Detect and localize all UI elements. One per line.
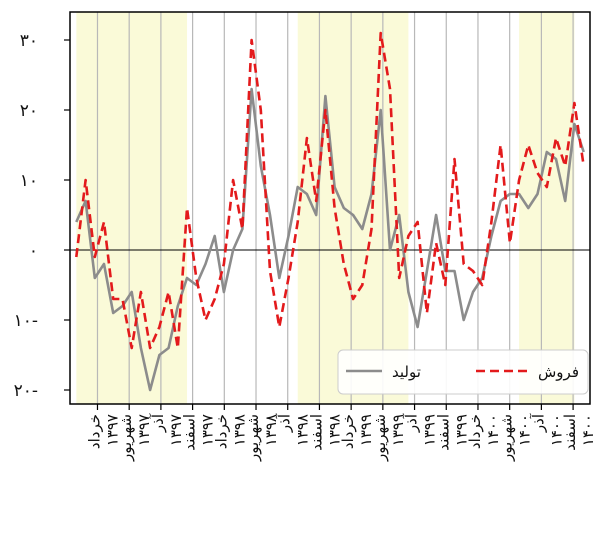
x-tick-label: شهریور۱۴۰۰ [498, 414, 534, 462]
x-tick-label: اسفند۱۳۹۹ [434, 414, 470, 451]
x-tick-month: شهریور [371, 414, 389, 462]
x-tick-month: آذر [529, 413, 547, 433]
series-line-sales [75, 31, 585, 350]
x-tick-label: آذر۱۴۰۰ [529, 413, 565, 446]
y-tick-label: ۲۰- [14, 381, 38, 401]
x-tick-label-text: خرداد۱۴۰۰ [466, 414, 502, 449]
x-tick-label: خرداد۱۴۰۰ [466, 414, 502, 449]
x-tick-label-text: خرداد۱۳۹۷ [85, 414, 121, 449]
x-tick-label-text: شهریور۱۴۰۰ [498, 414, 534, 462]
x-tick-year: ۱۴۰۰ [484, 414, 502, 446]
x-tick-year: ۱۳۹۷ [199, 414, 217, 446]
x-tick-year: ۱۳۹۸ [230, 414, 248, 446]
x-tick-label-text: شهریور۱۳۹۹ [371, 414, 407, 462]
x-tick-label-text: آذر۱۳۹۷ [149, 413, 185, 446]
x-tick-label: خرداد۱۳۹۷ [85, 414, 121, 449]
x-tick-label: خرداد۱۳۹۹ [339, 414, 375, 449]
x-tick-year: ۱۳۹۹ [357, 414, 375, 446]
x-tick-month: اسفند [561, 414, 579, 451]
x-tick-year: ۱۴۰۰ [579, 414, 595, 446]
x-tick-month: شهریور [498, 414, 516, 462]
x-tick-month: اسفند [181, 414, 199, 451]
x-tick-month: شهریور [244, 414, 262, 462]
x-tick-year: ۱۳۹۷ [135, 414, 153, 446]
series-layer [75, 31, 585, 392]
x-tick-label-text: آذر۱۳۹۸ [276, 413, 312, 446]
x-tick-month: شهریور [117, 414, 135, 462]
x-tick-year: ۱۳۹۹ [421, 414, 439, 446]
x-tick-label: اسفند۱۳۹۷ [181, 414, 217, 451]
x-tick-year: ۱۳۹۷ [103, 414, 121, 446]
x-tick-year: ۱۳۹۹ [389, 414, 407, 446]
legend-label-sales: فروش [538, 363, 579, 381]
shaded-band [76, 12, 188, 404]
y-axis: ۲۰- ۱۰- ۰ ۱۰ ۲۰ ۳۰ [14, 31, 70, 401]
x-axis: خرداد۱۳۹۷شهریور۱۳۹۷آذر۱۳۹۷اسفند۱۳۹۷خرداد… [85, 404, 595, 462]
x-tick-label-text: شهریور۱۳۹۸ [244, 414, 280, 462]
x-tick-label-text: آذر۱۴۰۰ [529, 413, 565, 446]
x-tick-label: شهریور۱۳۹۹ [371, 414, 407, 462]
x-tick-month: آذر [276, 413, 294, 433]
x-tick-label-text: اسفند۱۳۹۸ [307, 414, 343, 451]
legend-box [337, 349, 589, 395]
x-tick-label: خرداد۱۳۹۸ [212, 414, 248, 449]
x-tick-year: ۱۳۹۷ [167, 414, 185, 446]
x-tick-month: آذر [403, 413, 421, 433]
x-tick-month: خرداد [85, 414, 103, 449]
x-tick-year: ۱۳۹۸ [294, 414, 312, 446]
y-tick-label: ۱۰- [14, 311, 38, 331]
x-tick-year: ۱۳۹۸ [325, 414, 343, 446]
x-tick-label: اسفند۱۳۹۸ [307, 414, 343, 451]
x-tick-label-text: خرداد۱۳۹۸ [212, 414, 248, 449]
x-tick-year: ۱۳۹۸ [262, 414, 280, 446]
x-tick-label-text: خرداد۱۳۹۹ [339, 414, 375, 449]
y-tick-label: ۰ [29, 241, 38, 261]
x-tick-label: اسفند۱۴۰۰ [561, 414, 595, 451]
x-tick-label: شهریور۱۳۹۸ [244, 414, 280, 462]
x-tick-label-text: شهریور۱۳۹۷ [117, 414, 153, 462]
y-tick-label: ۲۰ [20, 101, 38, 121]
x-tick-month: اسفند [434, 414, 452, 451]
x-tick-year: ۱۴۰۰ [516, 414, 534, 446]
x-tick-year: ۱۴۰۰ [547, 414, 565, 446]
series-line-production [75, 87, 585, 392]
x-tick-label: آذر۱۳۹۸ [276, 413, 312, 446]
x-tick-month: خرداد [212, 414, 230, 449]
plot-frame [69, 11, 591, 405]
x-tick-month: خرداد [466, 414, 484, 449]
shaded-bands [76, 12, 575, 404]
x-tick-month: اسفند [307, 414, 325, 451]
x-tick-label: آذر۱۳۹۷ [149, 413, 185, 446]
vertical-gridlines [96, 12, 574, 404]
x-tick-label-text: آذر۱۳۹۹ [403, 413, 439, 446]
y-tick-label: ۱۰ [20, 171, 38, 191]
y-tick-label: ۳۰ [20, 31, 38, 51]
x-tick-label: آذر۱۳۹۹ [403, 413, 439, 446]
x-tick-label-text: اسفند۱۳۹۷ [181, 414, 217, 451]
legend-label-production: تولید [392, 363, 421, 381]
x-tick-month: آذر [149, 413, 167, 433]
x-tick-label: شهریور۱۳۹۷ [117, 414, 153, 462]
x-tick-label-text: اسفند۱۳۹۹ [434, 414, 470, 451]
x-tick-label-text: اسفند۱۴۰۰ [561, 414, 595, 451]
x-tick-year: ۱۳۹۹ [452, 414, 470, 446]
x-tick-month: خرداد [339, 414, 357, 449]
legend: تولید فروش [337, 349, 589, 395]
